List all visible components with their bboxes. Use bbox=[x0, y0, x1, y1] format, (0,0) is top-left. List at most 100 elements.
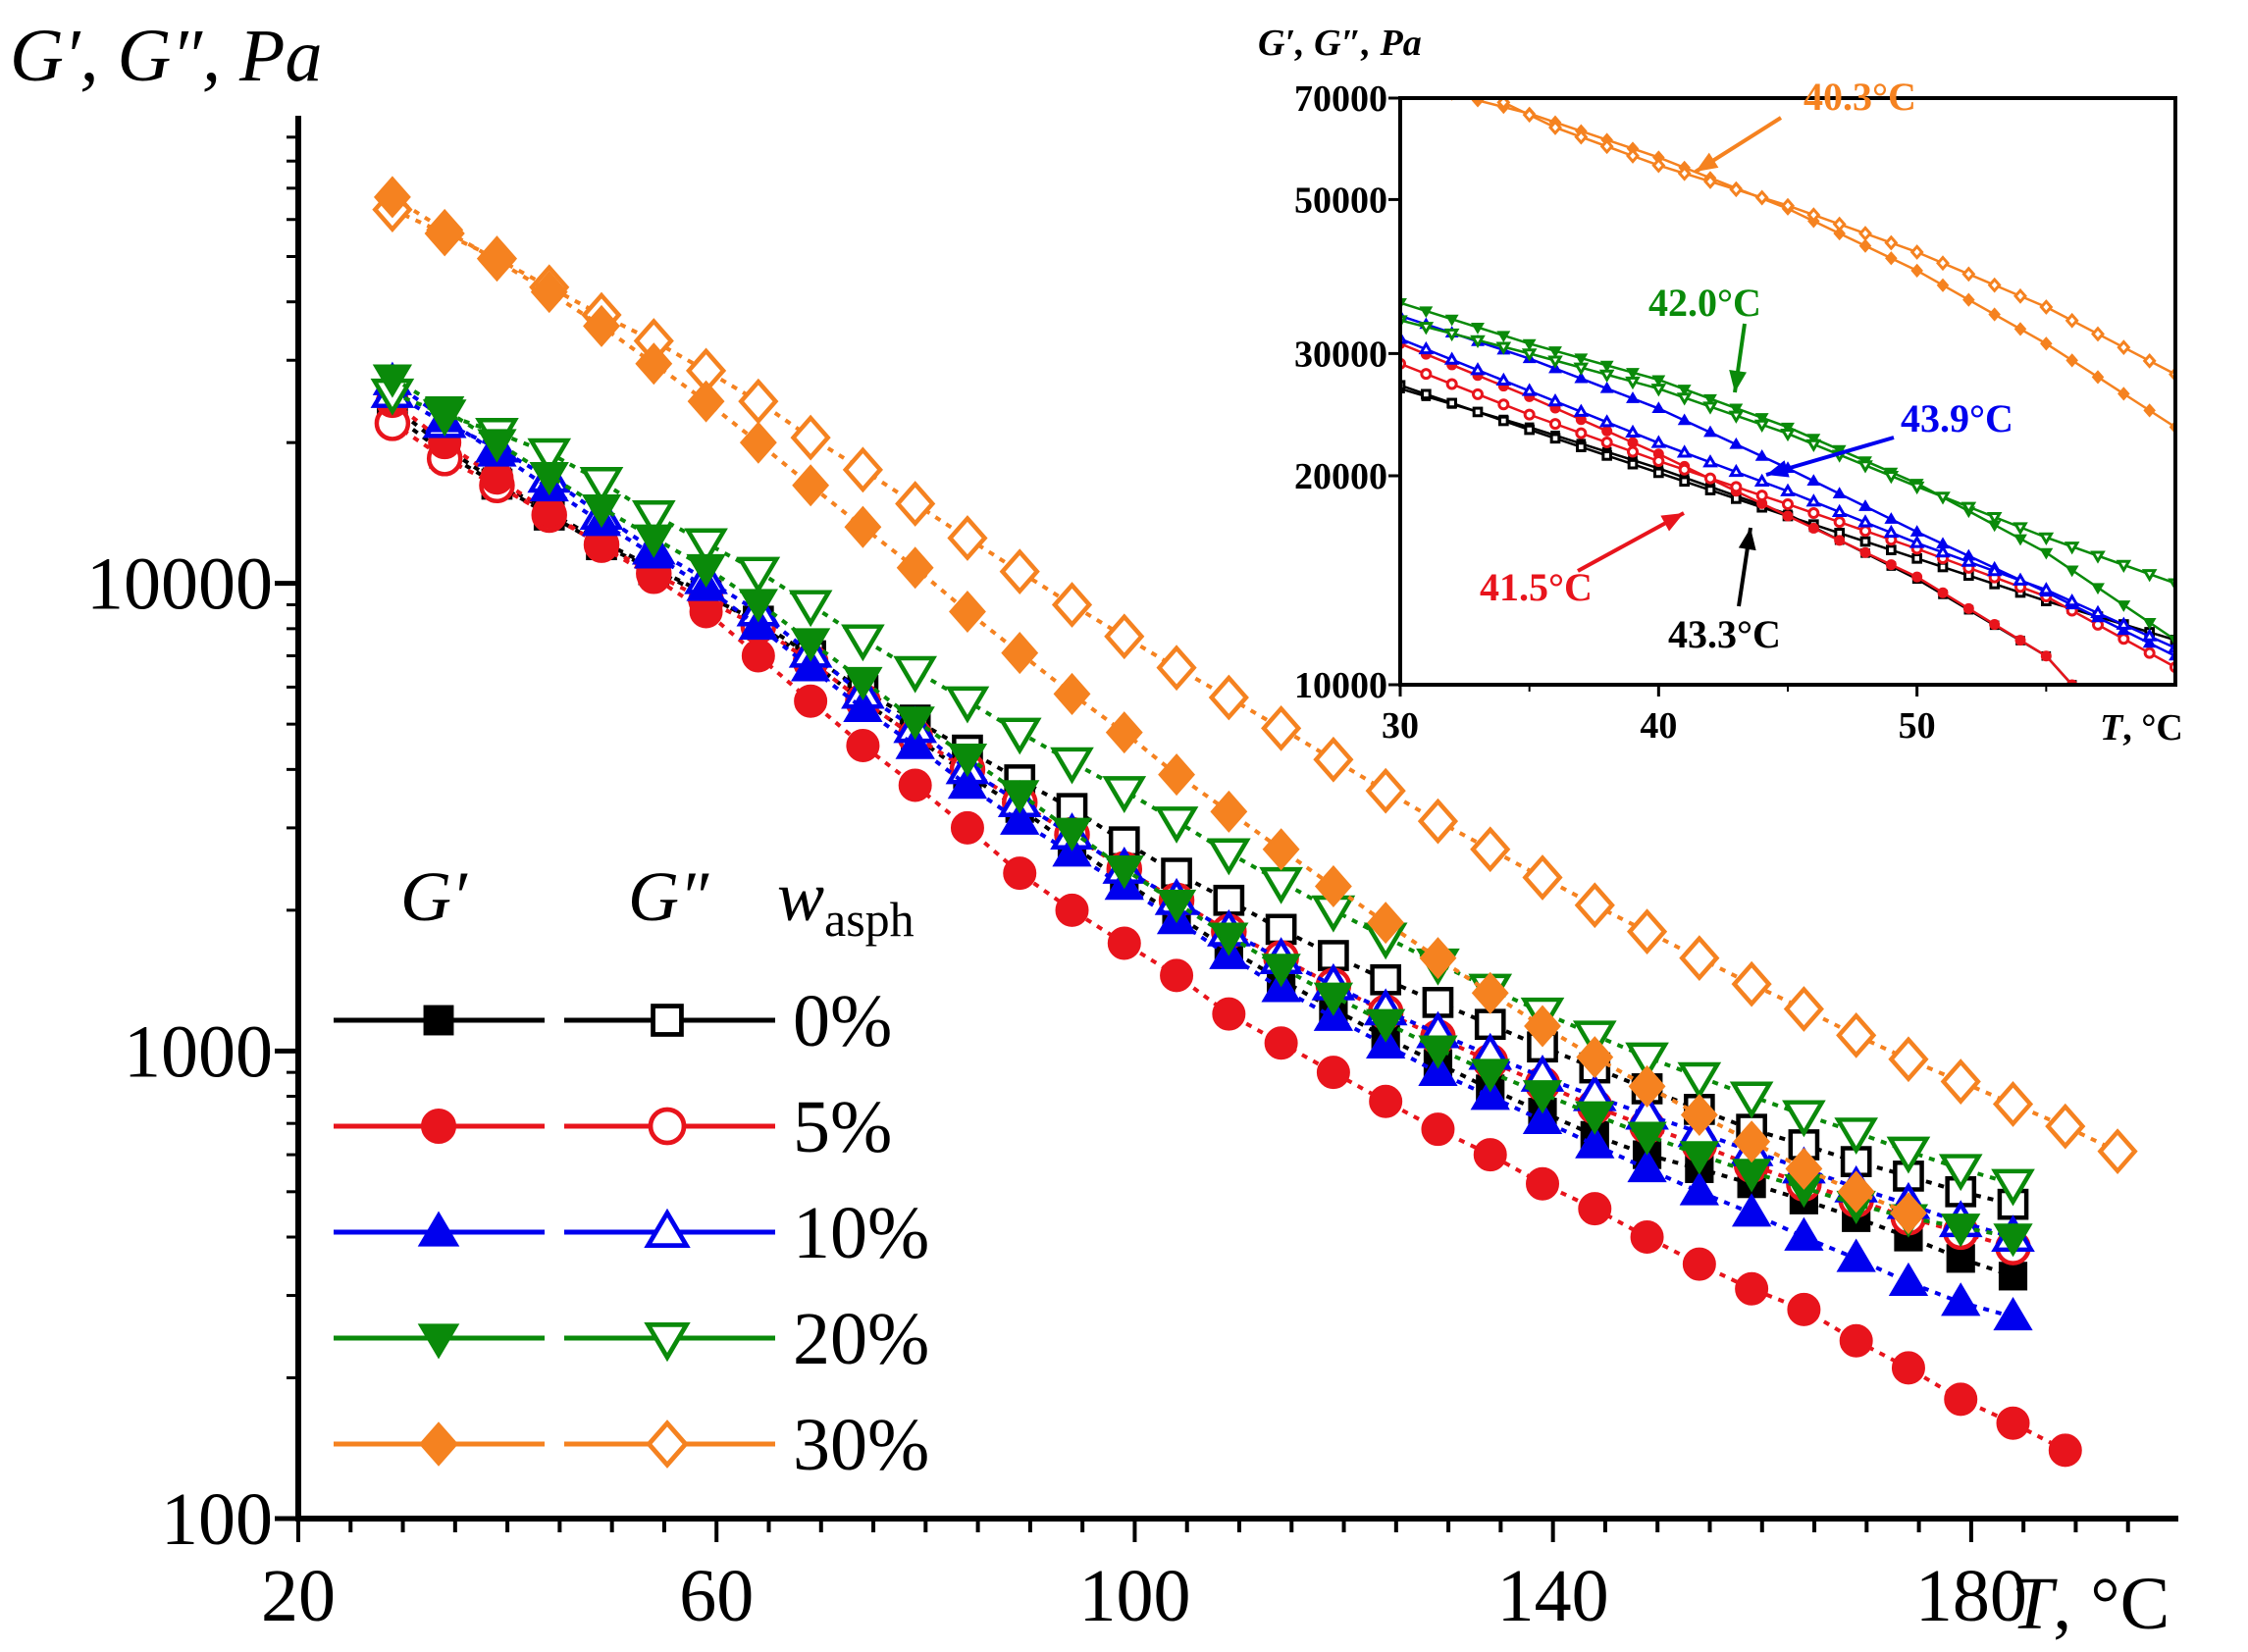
main-data-point bbox=[1627, 1121, 1667, 1156]
main-ticks: 20 60 100 140 180 100 1000 10000 bbox=[86, 135, 2130, 1637]
inset-data-point bbox=[1858, 226, 1872, 241]
inset-data-point bbox=[2038, 582, 2055, 595]
main-y-tick-label: 1000 bbox=[124, 1010, 273, 1093]
main-data-point bbox=[738, 378, 779, 425]
legend-label: 10% bbox=[793, 1192, 929, 1274]
inset-data-point bbox=[1676, 392, 1693, 406]
inset-data-point bbox=[1626, 148, 1640, 164]
main-data-point bbox=[1677, 1061, 1722, 1100]
main-x-tick-label: 20 bbox=[261, 1555, 336, 1637]
main-data-point bbox=[1417, 798, 1459, 845]
inset-data-point bbox=[1446, 397, 1457, 409]
main-data-point bbox=[1731, 1193, 1772, 1227]
inset-data-point bbox=[1625, 424, 1641, 439]
inset-data-point bbox=[1627, 437, 1639, 448]
inset-data-point bbox=[1886, 544, 1897, 555]
inset-data-point bbox=[1753, 473, 1770, 488]
inset-data-point bbox=[1651, 401, 1666, 414]
annotation-label: 43.9°C bbox=[1901, 396, 2013, 440]
inset-data-point bbox=[1911, 571, 1923, 583]
main-data-point bbox=[1938, 1154, 1983, 1192]
inset-data-point bbox=[1833, 516, 1846, 529]
main-data-point bbox=[2097, 1128, 2138, 1175]
inset-data-point bbox=[1807, 522, 1819, 534]
main-data-point bbox=[844, 505, 882, 548]
inset-data-point bbox=[2091, 370, 2105, 385]
inset-data-point bbox=[1599, 138, 1614, 155]
inset-data-point bbox=[1885, 251, 1898, 266]
inset-data-point bbox=[1702, 454, 1718, 468]
inset-data-point bbox=[2014, 635, 2026, 646]
main-series-5%-gpp bbox=[374, 405, 2031, 1265]
main-data-point bbox=[1834, 1117, 1878, 1156]
inset-x-axis-title: T, °C bbox=[2100, 707, 2183, 749]
inset-data-point bbox=[1988, 307, 2001, 322]
main-data-point bbox=[1367, 902, 1405, 945]
main-data-point bbox=[684, 528, 728, 566]
inset-data-point bbox=[1677, 413, 1692, 426]
inset-data-point bbox=[1910, 263, 1923, 278]
main-data-point bbox=[1731, 960, 1772, 1007]
main-data-point bbox=[949, 590, 986, 634]
main-data-point bbox=[898, 768, 932, 802]
inset-data-point bbox=[1549, 433, 1561, 444]
inset-data-point bbox=[1703, 425, 1717, 438]
inset-data-point bbox=[1806, 207, 1821, 223]
annotation-arrow-head bbox=[1766, 460, 1790, 478]
main-data-point bbox=[478, 239, 516, 283]
main-data-point bbox=[736, 556, 781, 594]
inset-data-point bbox=[1859, 536, 1871, 547]
main-data-point bbox=[843, 666, 883, 700]
main-data-point bbox=[1944, 1382, 1978, 1417]
main-data-point bbox=[1156, 889, 1197, 924]
inset-data-point bbox=[2065, 312, 2079, 329]
annotation-arrow-head bbox=[1696, 152, 1719, 172]
main-data-point bbox=[1000, 800, 1040, 835]
inset-data-point bbox=[2091, 583, 2105, 595]
legend-label: 20% bbox=[793, 1298, 929, 1380]
inset-data-point bbox=[1729, 437, 1744, 449]
inset-data-point bbox=[1754, 189, 1769, 206]
main-data-point bbox=[792, 464, 830, 507]
inset-data-point bbox=[1524, 424, 1535, 436]
main-data-point bbox=[1836, 1238, 1876, 1272]
inset-data-point bbox=[1937, 561, 1949, 573]
main-data-point bbox=[1628, 1064, 1666, 1108]
legend-marker-gp bbox=[417, 1323, 460, 1360]
main-series-30%-gpp bbox=[372, 186, 2138, 1175]
main-data-point bbox=[1261, 954, 1301, 988]
main-x-axis-unit: , °C bbox=[2053, 1563, 2170, 1645]
inset-data-point bbox=[1600, 437, 1613, 449]
inset-data-point bbox=[2038, 532, 2055, 545]
inset-data-point bbox=[1651, 157, 1666, 174]
legend-row-20%: 20% bbox=[334, 1298, 929, 1380]
legend-marker-gpp bbox=[646, 1420, 689, 1469]
main-data-point bbox=[2048, 1433, 2082, 1468]
inset-data-point bbox=[1832, 487, 1847, 498]
inset-data-point bbox=[1859, 546, 1871, 558]
main-data-point bbox=[846, 728, 880, 762]
legend-header-gp: G′ bbox=[400, 857, 468, 936]
inset-data-point bbox=[1420, 368, 1433, 381]
main-data-point bbox=[1890, 1192, 1927, 1235]
inset-data-point bbox=[1574, 353, 1589, 366]
main-data-point bbox=[1996, 1406, 2030, 1440]
main-data-point bbox=[1886, 1136, 1931, 1174]
main-data-point bbox=[1941, 1282, 1981, 1316]
main-data-point bbox=[631, 499, 676, 538]
inset-data-point bbox=[2116, 616, 2132, 630]
legend-row-10%: 10% bbox=[334, 1192, 929, 1274]
annotation-arrow-shaft bbox=[1765, 436, 1895, 477]
inset-data-point bbox=[1883, 471, 1900, 485]
main-data-point bbox=[893, 655, 937, 694]
inset-data-point bbox=[2013, 287, 2027, 304]
inset-data-point bbox=[2143, 646, 2156, 659]
main-data-point bbox=[1729, 1081, 1774, 1119]
main-data-point bbox=[425, 395, 465, 431]
main-data-point bbox=[1575, 1124, 1615, 1159]
inset-data-point bbox=[1627, 445, 1639, 458]
main-data-point bbox=[947, 765, 988, 800]
inset-data-point bbox=[1909, 525, 1924, 537]
inset-series-line bbox=[1400, 319, 2175, 585]
inset-data-point bbox=[1911, 553, 1922, 564]
